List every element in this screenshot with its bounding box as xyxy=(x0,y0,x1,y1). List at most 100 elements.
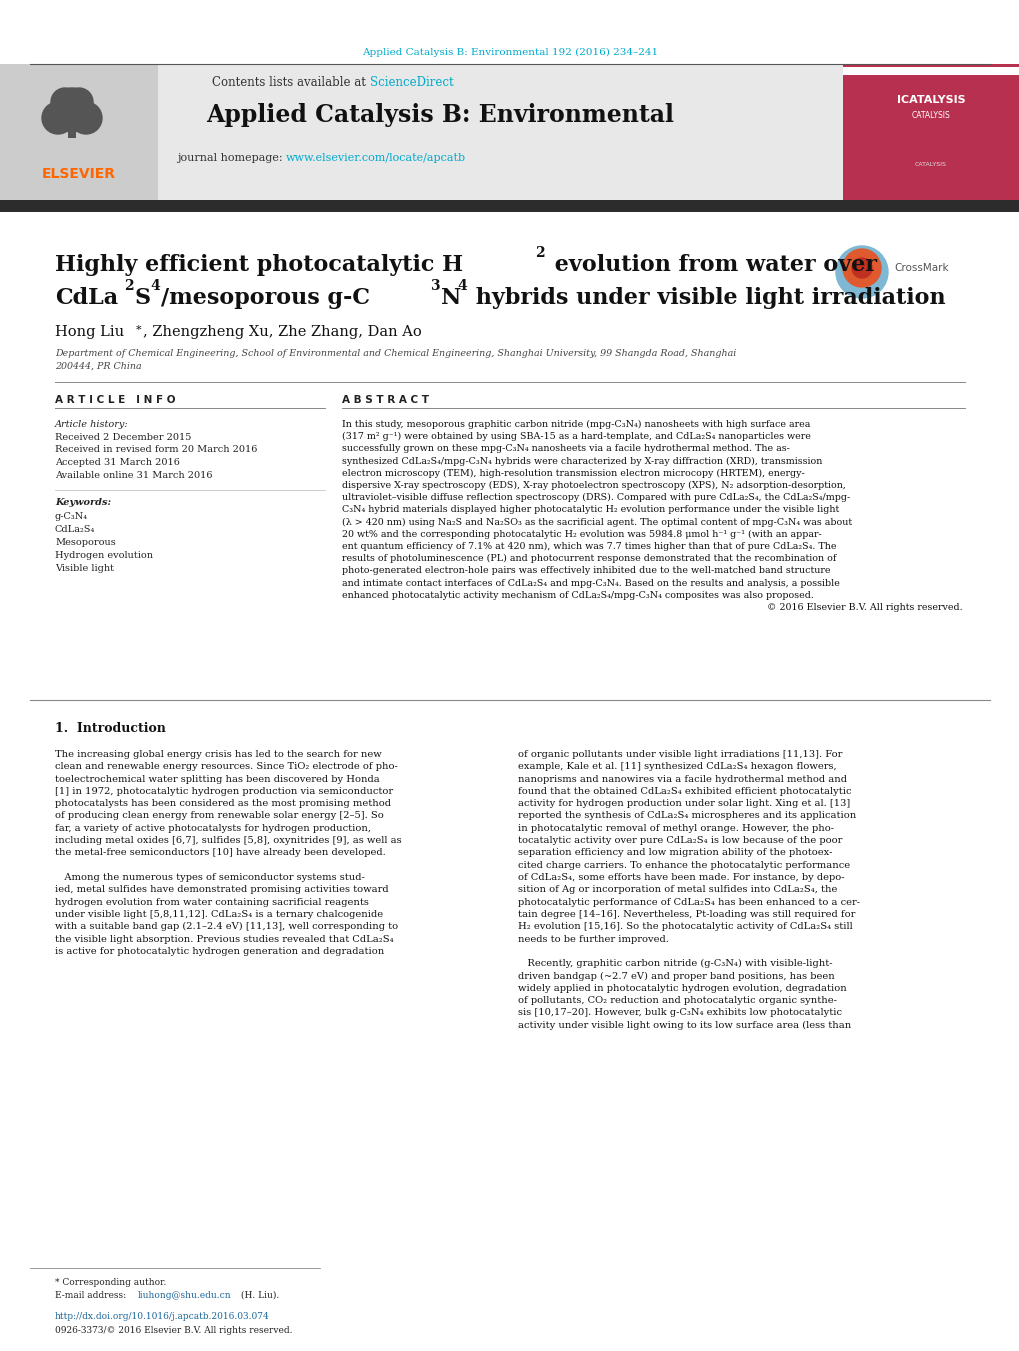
Text: CATALYSIS: CATALYSIS xyxy=(911,111,950,119)
Text: separation efficiency and low migration ability of the photoex-: separation efficiency and low migration … xyxy=(518,848,832,858)
FancyBboxPatch shape xyxy=(0,200,1019,212)
FancyBboxPatch shape xyxy=(842,68,1019,76)
Text: example, Kale et al. [11] synthesized CdLa₂S₄ hexagon flowers,: example, Kale et al. [11] synthesized Cd… xyxy=(518,762,836,771)
Circle shape xyxy=(836,246,888,299)
Text: , Zhengzheng Xu, Zhe Zhang, Dan Ao: , Zhengzheng Xu, Zhe Zhang, Dan Ao xyxy=(143,326,421,339)
Text: [1] in 1972, photocatalytic hydrogen production via semiconductor: [1] in 1972, photocatalytic hydrogen pro… xyxy=(55,786,392,796)
Text: of organic pollutants under visible light irradiations [11,13]. For: of organic pollutants under visible ligh… xyxy=(518,750,842,759)
Text: successfully grown on these mpg-C₃N₄ nanosheets via a facile hydrothermal method: successfully grown on these mpg-C₃N₄ nan… xyxy=(341,444,789,454)
Text: in photocatalytic removal of methyl orange. However, the pho-: in photocatalytic removal of methyl oran… xyxy=(518,824,834,832)
Text: E-mail address:: E-mail address: xyxy=(55,1292,128,1300)
Text: C₃N₄ hybrid materials displayed higher photocatalytic H₂ evolution performance u: C₃N₄ hybrid materials displayed higher p… xyxy=(341,505,839,515)
Text: S: S xyxy=(135,286,151,309)
Text: 2: 2 xyxy=(535,246,544,259)
Text: activity under visible light owing to its low surface area (less than: activity under visible light owing to it… xyxy=(518,1020,851,1029)
Text: the metal-free semiconductors [10] have already been developed.: the metal-free semiconductors [10] have … xyxy=(55,848,385,858)
Text: 4: 4 xyxy=(150,280,160,293)
Text: reported the synthesis of CdLa₂S₄ microspheres and its application: reported the synthesis of CdLa₂S₄ micros… xyxy=(518,812,855,820)
Text: Received in revised form 20 March 2016: Received in revised form 20 March 2016 xyxy=(55,446,257,454)
Text: Among the numerous types of semiconductor systems stud-: Among the numerous types of semiconducto… xyxy=(55,873,365,882)
Text: 3: 3 xyxy=(430,280,439,293)
Text: g-C₃N₄: g-C₃N₄ xyxy=(55,512,88,521)
Text: http://dx.doi.org/10.1016/j.apcatb.2016.03.074: http://dx.doi.org/10.1016/j.apcatb.2016.… xyxy=(55,1312,269,1321)
Text: CdLa₂S₄: CdLa₂S₄ xyxy=(55,526,96,534)
Text: ent quantum efficiency of 7.1% at 420 nm), which was 7.7 times higher than that : ent quantum efficiency of 7.1% at 420 nm… xyxy=(341,542,836,551)
Text: hydrogen evolution from water containing sacrificial reagents: hydrogen evolution from water containing… xyxy=(55,897,369,907)
Text: far, a variety of active photocatalysts for hydrogen production,: far, a variety of active photocatalysts … xyxy=(55,824,371,832)
Text: Contents lists available at: Contents lists available at xyxy=(212,76,370,89)
Text: driven bandgap (~2.7 eV) and proper band positions, has been: driven bandgap (~2.7 eV) and proper band… xyxy=(518,971,834,981)
Text: N: N xyxy=(440,286,461,309)
Text: H₂ evolution [15,16]. So the photocatalytic activity of CdLa₂S₄ still: H₂ evolution [15,16]. So the photocataly… xyxy=(518,923,852,931)
FancyBboxPatch shape xyxy=(842,63,1019,200)
Text: 4: 4 xyxy=(457,280,467,293)
Text: sis [10,17–20]. However, bulk g-C₃N₄ exhibits low photocatalytic: sis [10,17–20]. However, bulk g-C₃N₄ exh… xyxy=(518,1008,841,1017)
Text: (λ > 420 nm) using Na₂S and Na₂SO₃ as the sacrificial agent. The optimal content: (λ > 420 nm) using Na₂S and Na₂SO₃ as th… xyxy=(341,517,851,527)
Text: Keywords:: Keywords: xyxy=(55,499,111,507)
Text: is active for photocatalytic hydrogen generation and degradation: is active for photocatalytic hydrogen ge… xyxy=(55,947,384,955)
Text: including metal oxides [6,7], sulfides [5,8], oxynitrides [9], as well as: including metal oxides [6,7], sulfides [… xyxy=(55,836,401,846)
Text: Hong Liu: Hong Liu xyxy=(55,326,124,339)
Text: photocatalysts has been considered as the most promising method: photocatalysts has been considered as th… xyxy=(55,800,390,808)
Text: dispersive X-ray spectroscopy (EDS), X-ray photoelectron spectroscopy (XPS), N₂ : dispersive X-ray spectroscopy (EDS), X-r… xyxy=(341,481,845,490)
Text: 1.  Introduction: 1. Introduction xyxy=(55,721,166,735)
Text: (H. Liu).: (H. Liu). xyxy=(237,1292,279,1300)
Text: activity for hydrogen production under solar light. Xing et al. [13]: activity for hydrogen production under s… xyxy=(518,800,850,808)
Text: (317 m² g⁻¹) were obtained by using SBA-15 as a hard-template, and CdLa₂S₄ nanop: (317 m² g⁻¹) were obtained by using SBA-… xyxy=(341,432,810,442)
Text: 200444, PR China: 200444, PR China xyxy=(55,362,142,370)
Text: * Corresponding author.: * Corresponding author. xyxy=(55,1278,166,1288)
Text: journal homepage:: journal homepage: xyxy=(176,153,285,163)
Text: Highly efficient photocatalytic H: Highly efficient photocatalytic H xyxy=(55,254,463,276)
Text: hybrids under visible light irradiation: hybrids under visible light irradiation xyxy=(468,286,945,309)
Text: and intimate contact interfaces of CdLa₂S₄ and mpg-C₃N₄. Based on the results an: and intimate contact interfaces of CdLa₂… xyxy=(341,578,839,588)
Text: In this study, mesoporous graphitic carbon nitride (mpg-C₃N₄) nanosheets with hi: In this study, mesoporous graphitic carb… xyxy=(341,420,809,430)
FancyBboxPatch shape xyxy=(0,63,158,200)
Text: CdLa: CdLa xyxy=(55,286,118,309)
Text: toelectrochemical water splitting has been discovered by Honda: toelectrochemical water splitting has be… xyxy=(55,774,379,784)
Text: Visible light: Visible light xyxy=(55,563,114,573)
Text: of pollutants, CO₂ reduction and photocatalytic organic synthe-: of pollutants, CO₂ reduction and photoca… xyxy=(518,996,837,1005)
Circle shape xyxy=(65,88,93,116)
Text: 2: 2 xyxy=(124,280,133,293)
Text: with a suitable band gap (2.1–2.4 eV) [11,13], well corresponding to: with a suitable band gap (2.1–2.4 eV) [1… xyxy=(55,923,397,931)
Text: Hydrogen evolution: Hydrogen evolution xyxy=(55,551,153,561)
Text: evolution from water over: evolution from water over xyxy=(546,254,876,276)
Circle shape xyxy=(70,101,102,134)
Text: ied, metal sulfides have demonstrated promising activities toward: ied, metal sulfides have demonstrated pr… xyxy=(55,885,388,894)
Text: Received 2 December 2015: Received 2 December 2015 xyxy=(55,434,192,442)
Text: CrossMark: CrossMark xyxy=(893,263,948,273)
Text: *: * xyxy=(136,326,142,335)
Circle shape xyxy=(842,249,880,286)
Text: ScienceDirect: ScienceDirect xyxy=(370,76,453,89)
FancyBboxPatch shape xyxy=(0,63,1019,200)
Text: clean and renewable energy resources. Since TiO₂ electrode of pho-: clean and renewable energy resources. Si… xyxy=(55,762,397,771)
Text: Mesoporous: Mesoporous xyxy=(55,538,115,547)
Text: liuhong@shu.edu.cn: liuhong@shu.edu.cn xyxy=(138,1292,231,1300)
Text: ICATALYSIS: ICATALYSIS xyxy=(896,95,964,105)
Text: Recently, graphitic carbon nitride (g-C₃N₄) with visible-light-: Recently, graphitic carbon nitride (g-C₃… xyxy=(518,959,832,969)
FancyBboxPatch shape xyxy=(68,120,76,138)
Circle shape xyxy=(42,101,74,134)
Text: under visible light [5,8,11,12]. CdLa₂S₄ is a ternary chalcogenide: under visible light [5,8,11,12]. CdLa₂S₄… xyxy=(55,911,383,919)
Text: Applied Catalysis B: Environmental: Applied Catalysis B: Environmental xyxy=(206,103,674,127)
Text: of producing clean energy from renewable solar energy [2–5]. So: of producing clean energy from renewable… xyxy=(55,812,383,820)
Text: Article history:: Article history: xyxy=(55,420,128,430)
Text: tain degree [14–16]. Nevertheless, Pt-loading was still required for: tain degree [14–16]. Nevertheless, Pt-lo… xyxy=(518,911,855,919)
Text: tocatalytic activity over pure CdLa₂S₄ is low because of the poor: tocatalytic activity over pure CdLa₂S₄ i… xyxy=(518,836,842,846)
Circle shape xyxy=(51,88,78,116)
Text: results of photoluminescence (PL) and photocurrent response demonstrated that th: results of photoluminescence (PL) and ph… xyxy=(341,554,836,563)
Text: © 2016 Elsevier B.V. All rights reserved.: © 2016 Elsevier B.V. All rights reserved… xyxy=(766,603,962,612)
Circle shape xyxy=(851,258,871,278)
Text: Accepted 31 March 2016: Accepted 31 March 2016 xyxy=(55,458,179,467)
Text: of CdLa₂S₄, some efforts have been made. For instance, by depo-: of CdLa₂S₄, some efforts have been made.… xyxy=(518,873,844,882)
Text: Applied Catalysis B: Environmental 192 (2016) 234–241: Applied Catalysis B: Environmental 192 (… xyxy=(362,47,657,57)
Text: ELSEVIER: ELSEVIER xyxy=(42,168,116,181)
Circle shape xyxy=(50,88,94,132)
Text: ultraviolet–visible diffuse reflection spectroscopy (DRS). Compared with pure Cd: ultraviolet–visible diffuse reflection s… xyxy=(341,493,850,503)
Text: The increasing global energy crisis has led to the search for new: The increasing global energy crisis has … xyxy=(55,750,381,759)
Text: electron microscopy (TEM), high-resolution transmission electron microcopy (HRTE: electron microscopy (TEM), high-resoluti… xyxy=(341,469,804,478)
Text: /mesoporous g-C: /mesoporous g-C xyxy=(161,286,370,309)
Text: photo-generated electron-hole pairs was effectively inhibited due to the well-ma: photo-generated electron-hole pairs was … xyxy=(341,566,829,576)
Text: cited charge carriers. To enhance the photocatalytic performance: cited charge carriers. To enhance the ph… xyxy=(518,861,849,870)
Text: A R T I C L E   I N F O: A R T I C L E I N F O xyxy=(55,394,175,405)
